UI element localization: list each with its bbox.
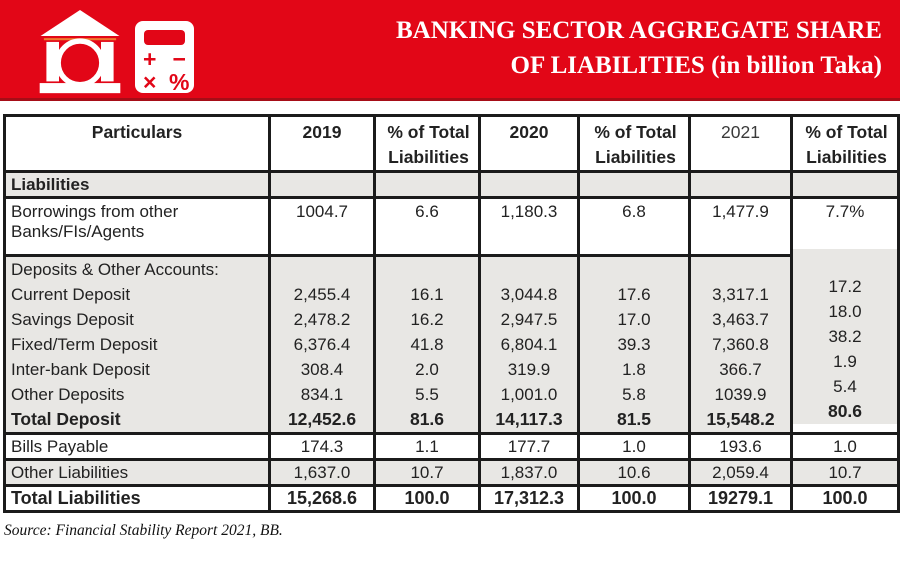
empty-cell: [577, 170, 691, 199]
total-2019-pct: 100.0: [373, 484, 481, 513]
percent-glyph: %: [169, 69, 190, 95]
empty-cell: [478, 170, 580, 199]
total-2019-value: 15,268.6: [268, 484, 376, 513]
deposits-2020-values-cell: 3,044.8 2,947.5 6,804.1 319.9 1,001.0 14,117.…: [478, 254, 580, 435]
bills-payable-row: Bills Payable 174.3 1.1 177.7 1.0 193.6 …: [3, 432, 900, 461]
header-particulars: Particulars: [3, 114, 271, 173]
empty-cell: [373, 170, 481, 199]
banner-title-line1: BANKING SECTOR AGGREGATE SHARE: [396, 17, 882, 44]
borrowings-2020-pct: 6.8: [577, 196, 691, 257]
header-2020: 2020: [478, 114, 580, 173]
bills-2021-value: 193.6: [688, 432, 793, 461]
total-2021-pct: 100.0: [790, 484, 900, 513]
borrowings-2020-value: 1,180.3: [478, 196, 580, 257]
header-2019: 2019: [268, 114, 376, 173]
empty-cell: [790, 170, 900, 199]
total-2020-pct: 100.0: [577, 484, 691, 513]
liabilities-section-label: Liabilities: [3, 170, 271, 199]
deposits-2021-pct-cell: 17.2 18.0 38.2 1.9 5.4 80.6: [790, 246, 900, 427]
other-2021-pct: 10.7: [790, 458, 900, 487]
total-2020-value: 17,312.3: [478, 484, 580, 513]
deposits-2020-pct-cell: 17.6 17.0 39.3 1.8 5.8 81.5: [577, 254, 691, 435]
other-2020-value: 1,837.0: [478, 458, 580, 487]
empty-cell: [268, 170, 376, 199]
header-pct-2020: % of Total Liabilities: [577, 114, 691, 173]
total-liabilities-row: Total Liabilities 15,268.6 100.0 17,312.…: [3, 484, 900, 513]
deposits-2019-pct-cell: 16.1 16.2 41.8 2.0 5.5 81.6: [373, 254, 481, 435]
plus-glyph: +: [143, 46, 157, 72]
banner-title: BANKING SECTOR AGGREGATE SHARE OF LIABIL…: [396, 13, 882, 83]
empty-cell: [688, 170, 793, 199]
borrowings-2021-value: 1,477.9: [688, 196, 793, 257]
other-liabilities-row: Other Liabilities 1,637.0 10.7 1,837.0 1…: [3, 458, 900, 487]
liabilities-section-row: Liabilities: [3, 170, 900, 199]
header-pct-2021: % of Total Liabilities: [790, 114, 900, 173]
deposits-2021-values-cell: 3,317.1 3,463.7 7,360.8 366.7 1039.9 15,548.2: [688, 254, 793, 435]
minus-glyph: −: [172, 46, 186, 72]
other-2021-value: 2,059.4: [688, 458, 793, 487]
bills-2020-value: 177.7: [478, 432, 580, 461]
header-row: Particulars 2019 % of Total Liabilities …: [3, 114, 900, 173]
total-liabilities-label: Total Liabilities: [3, 484, 271, 513]
borrowings-row: Borrowings from other Banks/FIs/Agents 1…: [3, 196, 900, 257]
other-2019-pct: 10.7: [373, 458, 481, 487]
borrowings-label: Borrowings from other Banks/FIs/Agents: [3, 196, 271, 257]
other-2020-pct: 10.6: [577, 458, 691, 487]
borrowings-2019-pct: 6.6: [373, 196, 481, 257]
calculator-screen: [144, 30, 185, 45]
deposits-2019-values-cell: 2,455.4 2,478.2 6,376.4 308.4 834.1 12,452.6: [268, 254, 376, 435]
borrowings-2019-value: 1004.7: [268, 196, 376, 257]
bills-2019-pct: 1.1: [373, 432, 481, 461]
banner: + − × % BANKING SECTOR AGGREGATE SHARE O…: [0, 0, 900, 101]
bills-2020-pct: 1.0: [577, 432, 691, 461]
source-note: Source: Financial Stability Report 2021,…: [4, 522, 283, 539]
calculator-keys: + − × %: [135, 46, 194, 95]
header-2021: 2021: [688, 114, 793, 173]
liabilities-table: Particulars 2019 % of Total Liabilities …: [3, 114, 900, 513]
total-2021-value: 19279.1: [688, 484, 793, 513]
bills-2021-pct: 1.0: [790, 432, 900, 461]
bills-payable-label: Bills Payable: [3, 432, 271, 461]
other-liabilities-label: Other Liabilities: [3, 458, 271, 487]
header-pct-2019: % of Total Liabilities: [373, 114, 481, 173]
bills-2019-value: 174.3: [268, 432, 376, 461]
times-glyph: ×: [143, 69, 157, 95]
bank-icon: [39, 10, 121, 94]
banner-title-line2: OF LIABILITIES (in billion Taka): [510, 52, 882, 79]
deposits-block-row: Deposits & Other Accounts: Current Deposi…: [3, 246, 900, 435]
deposits-labels-cell: Deposits & Other Accounts: Current Deposi…: [3, 254, 271, 435]
other-2019-value: 1,637.0: [268, 458, 376, 487]
banner-icons: + − × %: [38, 10, 194, 94]
calculator-icon: + − × %: [135, 21, 194, 95]
